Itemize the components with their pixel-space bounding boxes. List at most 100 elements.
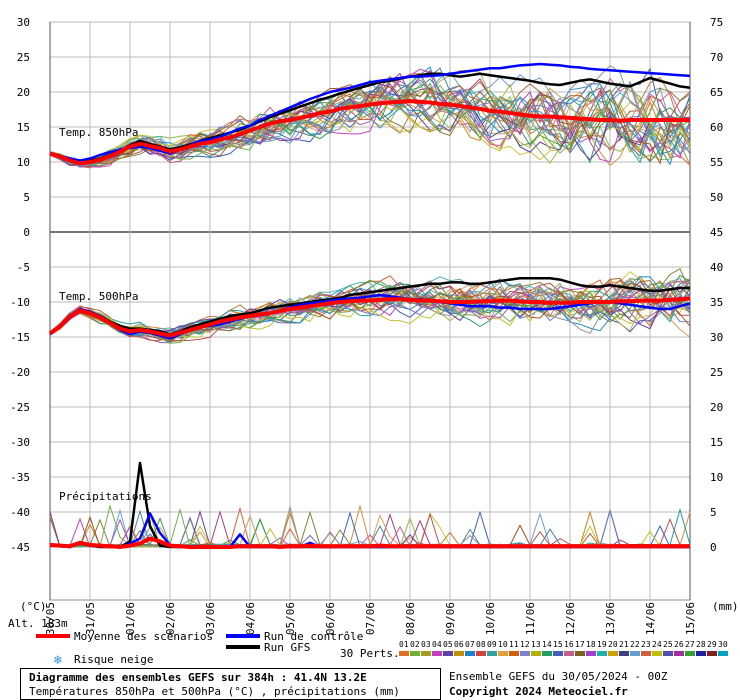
pert-swatch [432, 651, 442, 656]
pert-number: 03 [421, 640, 431, 649]
pert-swatch [454, 651, 464, 656]
pert-number: 18 [586, 640, 596, 649]
gfs-swatch [226, 645, 260, 649]
y-tick-label-left: -15 [10, 331, 30, 344]
copyright: Copyright 2024 Meteociel.fr [449, 685, 628, 698]
pert-number: 22 [630, 640, 640, 649]
x-tick-label: 13/06 [604, 602, 617, 635]
y-tick-label-left: 5 [23, 191, 30, 204]
x-tick-label: 14/06 [644, 602, 657, 635]
pert-swatch [443, 651, 453, 656]
run-info: Ensemble GEFS du 30/05/2024 - 00Z [449, 670, 668, 683]
pert-swatch [707, 651, 717, 656]
legend-gfs: Run GFS [264, 641, 311, 654]
pert-number: 10 [498, 640, 508, 649]
pert-swatch [399, 651, 409, 656]
x-tick-label: 11/06 [524, 602, 537, 635]
pert-number: 07 [465, 640, 475, 649]
pert-swatch [586, 651, 596, 656]
y-tick-label-right: 65 [710, 86, 723, 99]
altitude-label: Alt. 183m [8, 617, 68, 630]
title-box: Diagramme des ensembles GEFS sur 384h : … [20, 668, 441, 700]
mean-line-850 [49, 99, 690, 166]
pert-swatch [663, 651, 673, 656]
y-tick-label-right: 15 [710, 436, 723, 449]
pert-number: 16 [564, 640, 574, 649]
pert-swatch [520, 651, 530, 656]
y-unit-right: (mm) [712, 600, 739, 613]
pert-swatch [531, 651, 541, 656]
pert-number: 12 [520, 640, 530, 649]
mean-swatch [36, 634, 70, 638]
x-tick-label: 07/06 [364, 602, 377, 635]
x-tick-label: 05/06 [284, 602, 297, 635]
pert-swatch [564, 651, 574, 656]
x-tick-label: 02/06 [164, 602, 177, 635]
pert-swatch [498, 651, 508, 656]
pert-swatch [597, 651, 607, 656]
y-tick-label-left: -25 [10, 401, 30, 414]
chart-subtitle: Températures 850hPa et 500hPa (°C) , pré… [29, 685, 400, 698]
pert-number: 23 [641, 640, 651, 649]
pert-swatch [608, 651, 618, 656]
y-tick-label-right: 0 [710, 541, 717, 554]
pert-number: 17 [575, 640, 585, 649]
x-tick-label: 04/06 [244, 602, 257, 635]
pert-swatch [509, 651, 519, 656]
perturbation-line [49, 281, 691, 344]
pert-number: 08 [476, 640, 486, 649]
pert-number: 09 [487, 640, 497, 649]
panel-label: Temp. 850hPa [59, 126, 138, 139]
pert-swatch [619, 651, 629, 656]
y-tick-label-right: 25 [710, 366, 723, 379]
pert-swatch [630, 651, 640, 656]
pert-number: 27 [685, 640, 695, 649]
pert-swatch [685, 651, 695, 656]
x-tick-label: 12/06 [564, 602, 577, 635]
perturbation-line [49, 83, 691, 166]
pert-number: 20 [608, 640, 618, 649]
legend-control: Run de contrôle [264, 630, 364, 643]
y-tick-label-right: 50 [710, 191, 723, 204]
x-tick-label: 15/06 [684, 602, 697, 635]
pert-number: 15 [553, 640, 563, 649]
pert-number: 24 [652, 640, 662, 649]
y-tick-label-left: -40 [10, 506, 30, 519]
y-tick-label-right: 45 [710, 226, 723, 239]
y-tick-label-left: 0 [23, 226, 30, 239]
y-tick-label-right: 75 [710, 16, 723, 29]
pert-swatch [575, 651, 585, 656]
y-tick-label-right: 20 [710, 401, 723, 414]
pert-swatch [421, 651, 431, 656]
y-tick-label-right: 30 [710, 331, 723, 344]
pert-swatch [696, 651, 706, 656]
control-line-850 [49, 62, 691, 162]
legend-snow: Risque neige [74, 653, 154, 666]
pert-swatch [410, 651, 420, 656]
x-tick-label: 08/06 [404, 602, 417, 635]
y-tick-label-right: 55 [710, 156, 723, 169]
y-tick-label-left: -30 [10, 436, 30, 449]
pert-number: 26 [674, 640, 684, 649]
x-tick-label: 09/06 [444, 602, 457, 635]
pert-swatch [674, 651, 684, 656]
pert-number: 04 [432, 640, 442, 649]
pert-number: 01 [399, 640, 409, 649]
control-swatch [226, 634, 260, 638]
legend-mean: Moyenne des scénarios [74, 630, 214, 643]
y-tick-label-left: -35 [10, 471, 30, 484]
y-tick-label-left: 20 [17, 86, 30, 99]
y-tick-label-left: -20 [10, 366, 30, 379]
y-tick-label-right: 70 [710, 51, 723, 64]
panel-label: Précipitations [59, 490, 152, 503]
y-tick-label-left: 30 [17, 16, 30, 29]
pert-number: 11 [509, 640, 519, 649]
pert-number: 14 [542, 640, 552, 649]
y-tick-label-left: 25 [17, 51, 30, 64]
pert-swatch [553, 651, 563, 656]
snowflake-icon: ❄ [54, 653, 62, 668]
x-tick-label: 03/06 [204, 602, 217, 635]
pert-number: 13 [531, 640, 541, 649]
y-tick-label-right: 35 [710, 296, 723, 309]
